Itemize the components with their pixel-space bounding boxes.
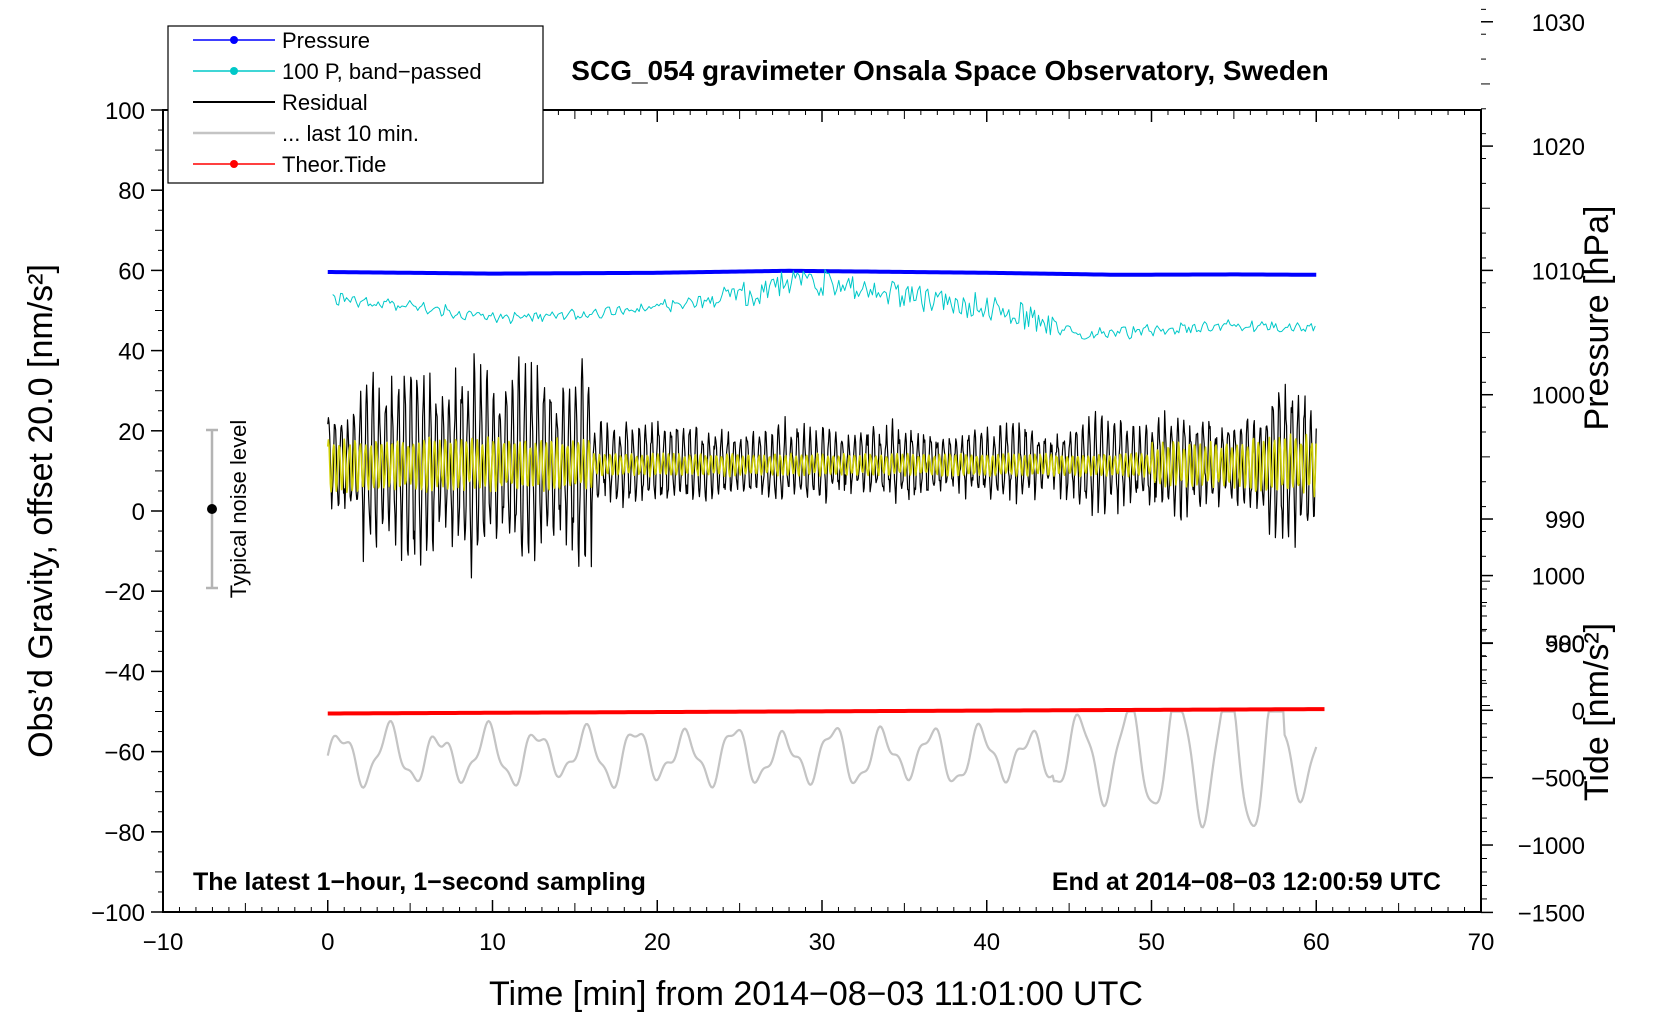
legend-marker-band-passed [230, 67, 238, 75]
tide-tick-label: 0 [1572, 698, 1585, 725]
plot-frame [162, 109, 1482, 913]
tide-tick-label: −1000 [1518, 833, 1585, 860]
x-tick-label: 50 [1138, 929, 1165, 956]
pressure-tick-label: 1020 [1532, 134, 1585, 161]
legend-label-last-10-min: ... last 10 min. [282, 121, 419, 146]
noise-bar: Typical noise level [206, 420, 251, 599]
y-tick-label: 0 [132, 499, 145, 526]
y-axis-title-tide: Tide [nm/s²] [1578, 623, 1616, 801]
band-passed-line [332, 269, 1316, 340]
x-tick-label: 70 [1468, 929, 1495, 956]
legend-marker-theor-tide [230, 160, 238, 168]
x-axis-title: Time [min] from 2014−08−03 11:01:00 UTC [489, 975, 1143, 1013]
legend-label-pressure: Pressure [282, 28, 370, 53]
legend-item-theor-tide: Theor.Tide [193, 152, 386, 177]
pressure-tick-label: 980 [1545, 631, 1585, 658]
annotation-bottom-left: The latest 1−hour, 1−second sampling [193, 868, 646, 896]
legend-box [167, 25, 544, 184]
pressure-tick-label: 1000 [1532, 383, 1585, 410]
y-tick-label: 20 [118, 419, 145, 446]
tide-tick-label: 500 [1545, 631, 1585, 658]
y-axis-title-pressure: Pressure [hPa] [1578, 206, 1616, 431]
y-tick-label: 80 [118, 178, 145, 205]
legend-item-residual: Residual [193, 90, 368, 115]
noise-label: Typical noise level [226, 420, 251, 599]
legend-marker-pressure [230, 36, 238, 44]
pressure-tick-label: 1030 [1532, 10, 1585, 37]
legend-label-theor-tide: Theor.Tide [282, 152, 386, 177]
y-tick-label: −60 [104, 740, 145, 767]
x-tick-label: 20 [644, 929, 671, 956]
x-tick-label: 0 [321, 929, 334, 956]
x-tick-label: 60 [1303, 929, 1330, 956]
tide-tick-label: −1500 [1518, 900, 1585, 927]
y-tick-label: −20 [104, 579, 145, 606]
x-tick-label: 30 [809, 929, 836, 956]
residual-filtered-line [326, 433, 1318, 498]
legend-label-residual: Residual [282, 90, 368, 115]
last-10-min-line [326, 710, 1318, 829]
x-tick-label: −10 [143, 929, 184, 956]
x-tick-label: 40 [973, 929, 1000, 956]
y-tick-label: 60 [118, 258, 145, 285]
y-tick-label: −100 [91, 900, 145, 927]
theor-tide-line [327, 707, 1325, 716]
y-tick-label: 40 [118, 339, 145, 366]
pressure-line [327, 268, 1317, 277]
pressure-tick-label: 1010 [1532, 258, 1585, 285]
tide-tick-label: −500 [1531, 766, 1585, 793]
series-layer [326, 268, 1325, 829]
pressure-tick-label: 990 [1545, 507, 1585, 534]
y-tick-label: −80 [104, 820, 145, 847]
y-tick-label: −40 [104, 659, 145, 686]
y-tick-label: 100 [105, 98, 145, 125]
legend-label-band-passed: 100 P, band−passed [282, 59, 482, 84]
noise-bar-center-dot [207, 504, 217, 514]
y-axis-title-left: Obs’d Gravity, offset 20.0 [nm/s²] [22, 264, 60, 758]
tide-tick-label: 1000 [1532, 564, 1585, 591]
annotation-bottom-right: End at 2014−08−03 12:00:59 UTC [1052, 868, 1441, 896]
legend: Pressure 100 P, band−passed Residual ...… [167, 25, 544, 184]
chart-title: SCG_054 gravimeter Onsala Space Observat… [571, 55, 1328, 86]
legend-item-pressure: Pressure [193, 28, 370, 53]
legend-item-band-passed: 100 P, band−passed [193, 59, 482, 84]
x-tick-label: 10 [479, 929, 506, 956]
legend-item-last-10-min: ... last 10 min. [193, 121, 419, 146]
